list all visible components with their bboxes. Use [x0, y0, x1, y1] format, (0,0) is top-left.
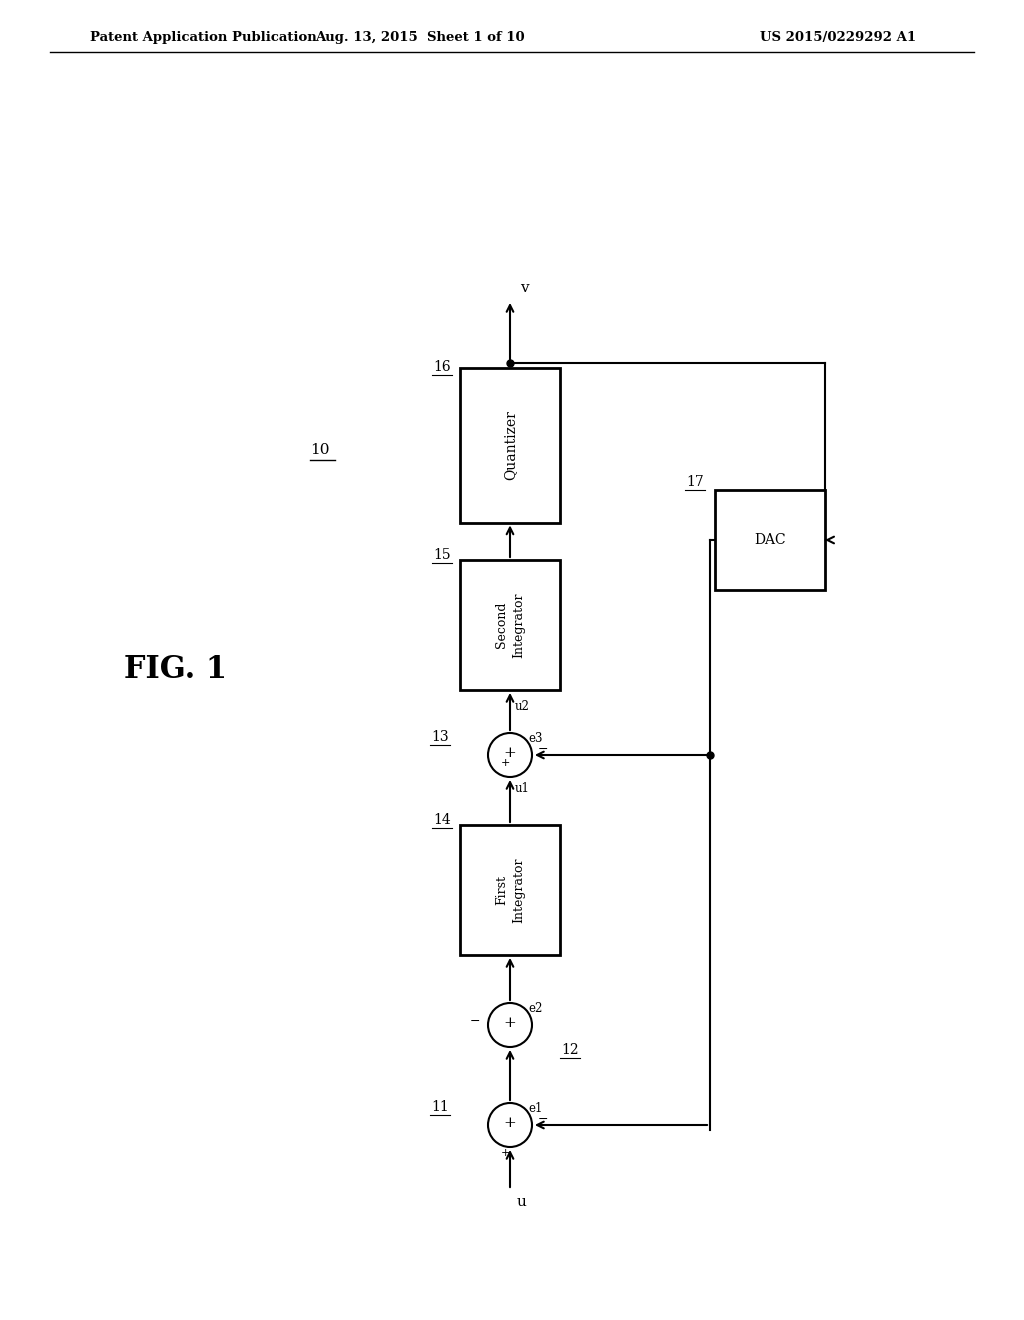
Text: e3: e3 — [528, 733, 544, 746]
Text: −: − — [469, 1015, 480, 1027]
Text: Aug. 13, 2015  Sheet 1 of 10: Aug. 13, 2015 Sheet 1 of 10 — [315, 30, 525, 44]
Text: +: + — [501, 758, 510, 768]
Text: 14: 14 — [433, 813, 451, 828]
Text: v: v — [520, 281, 528, 294]
Text: Second
Integrator: Second Integrator — [495, 593, 525, 657]
Text: +: + — [504, 1115, 516, 1130]
Circle shape — [488, 1003, 532, 1047]
Text: 17: 17 — [686, 475, 703, 488]
Text: Patent Application Publication: Patent Application Publication — [90, 30, 316, 44]
FancyBboxPatch shape — [460, 367, 560, 523]
Text: e1: e1 — [528, 1102, 543, 1115]
Text: 12: 12 — [561, 1043, 579, 1057]
Text: −: − — [538, 1113, 549, 1126]
Text: +: + — [504, 746, 516, 760]
Text: 11: 11 — [431, 1100, 449, 1114]
Text: FIG. 1: FIG. 1 — [124, 655, 226, 685]
Text: DAC: DAC — [755, 533, 785, 546]
Text: First
Integrator: First Integrator — [495, 857, 525, 923]
Text: 13: 13 — [431, 730, 449, 744]
Text: Quantizer: Quantizer — [503, 411, 517, 480]
FancyBboxPatch shape — [460, 825, 560, 954]
Text: u: u — [517, 1195, 527, 1209]
Text: e2: e2 — [528, 1002, 543, 1015]
Text: 10: 10 — [310, 444, 330, 457]
Text: 16: 16 — [433, 360, 451, 374]
Circle shape — [488, 733, 532, 777]
FancyBboxPatch shape — [715, 490, 825, 590]
Text: u2: u2 — [515, 700, 529, 713]
Text: US 2015/0229292 A1: US 2015/0229292 A1 — [760, 30, 916, 44]
Text: 15: 15 — [433, 548, 451, 562]
FancyBboxPatch shape — [460, 560, 560, 690]
Text: +: + — [504, 1016, 516, 1030]
Text: −: − — [538, 742, 549, 755]
Circle shape — [488, 1104, 532, 1147]
Text: u1: u1 — [515, 783, 529, 796]
Text: +: + — [501, 1148, 510, 1158]
